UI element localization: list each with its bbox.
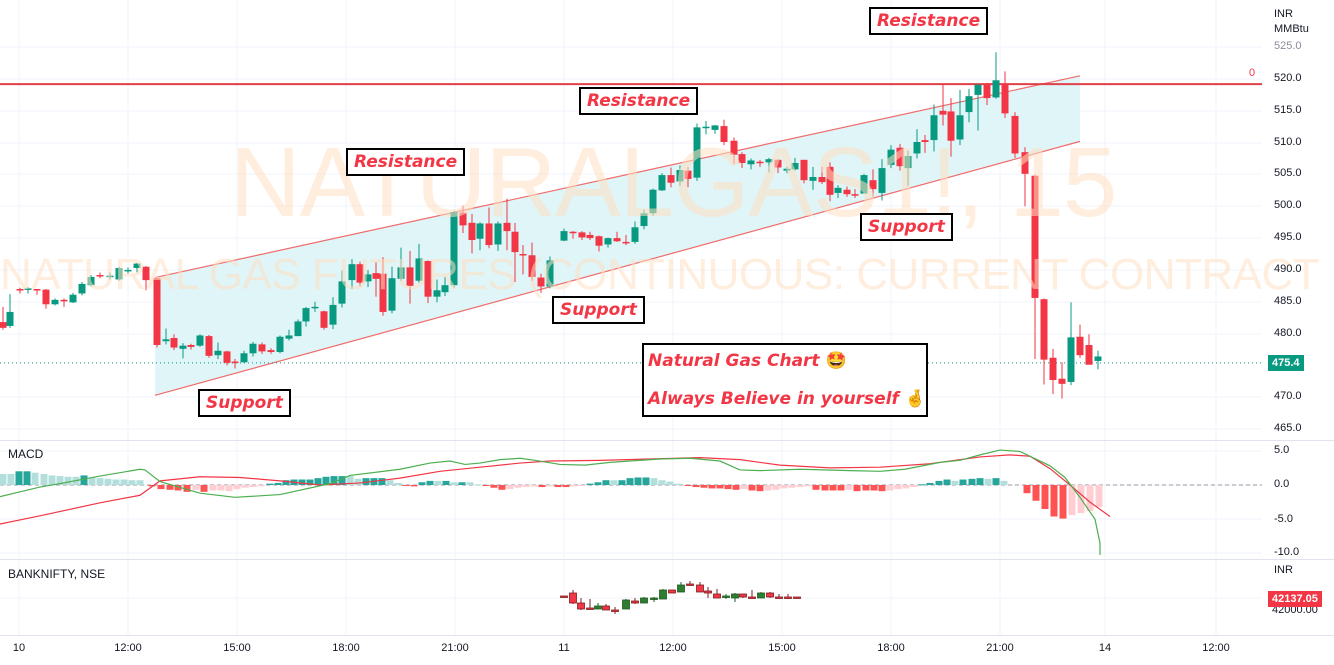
annotation-support[interactable]: Support: [198, 389, 291, 417]
price-tick: 470.0: [1274, 390, 1302, 402]
banknifty-currency: INR: [1274, 564, 1293, 576]
banknifty-axis[interactable]: INR 42000.00 42137.05: [1262, 560, 1334, 635]
time-tick: 15:00: [223, 642, 251, 654]
banknifty-pane-title[interactable]: BANKNIFTY, NSE: [8, 567, 106, 581]
macd-indicator: [0, 449, 1262, 555]
price-tick: 525.0: [1274, 40, 1302, 52]
note-annotation[interactable]: Natural Gas Chart 🤩 Always Believe in yo…: [642, 343, 928, 417]
time-tick: 21:00: [986, 642, 1014, 654]
star-struck-emoji-icon: 🤩: [825, 351, 847, 371]
note-line-1: Natural Gas Chart 🤩: [648, 347, 922, 375]
price-axis-currency: INR: [1274, 8, 1293, 20]
annotation-resistance[interactable]: Resistance: [579, 87, 699, 115]
note-motto: Always Believe in yourself: [648, 389, 899, 409]
time-tick: 14: [1098, 642, 1112, 654]
pane-separators[interactable]: [0, 440, 1334, 636]
annotation-support[interactable]: Support: [860, 213, 953, 241]
last-price-tag: 475.4: [1268, 355, 1304, 371]
price-tick: 505.0: [1274, 167, 1302, 179]
price-tick: 480.0: [1274, 327, 1302, 339]
time-tick: 15:00: [768, 642, 796, 654]
price-tick: 485.0: [1274, 295, 1302, 307]
price-tick: 515.0: [1274, 104, 1302, 116]
horizontal-line-label: 0: [1249, 67, 1256, 79]
time-tick: 11: [558, 642, 570, 654]
price-tick: 495.0: [1274, 231, 1302, 243]
macd-tick: 5.0: [1274, 444, 1290, 456]
macd-tick: -10.0: [1274, 546, 1300, 558]
time-tick: 12:00: [1202, 642, 1230, 654]
annotation-resistance[interactable]: Resistance: [869, 7, 989, 35]
annotation-resistance[interactable]: Resistance: [346, 148, 466, 176]
price-tick: 490.0: [1274, 263, 1302, 275]
banknifty-tick: 42000.00: [1272, 604, 1318, 616]
macd-pane-title[interactable]: MACD: [8, 447, 44, 461]
price-tick: 500.0: [1274, 199, 1302, 211]
time-tick: 18:00: [877, 642, 905, 654]
price-axis-unit: MMBtu: [1274, 23, 1309, 35]
macd-tick: -5.0: [1274, 513, 1293, 525]
crossed-fingers-emoji-icon: 🤞: [904, 389, 927, 409]
price-tick: 520.0: [1274, 72, 1302, 84]
macd-tick: 0.0: [1274, 478, 1290, 490]
time-tick: 18:00: [332, 642, 360, 654]
macd-axis[interactable]: 5.0 0.0 -5.0 -10.0: [1262, 440, 1334, 560]
banknifty-last-price-tag: 42137.05: [1268, 591, 1322, 607]
price-tick: 465.0: [1274, 422, 1302, 434]
price-tick: 510.0: [1274, 136, 1302, 148]
time-tick: 12:00: [114, 642, 142, 654]
time-tick: 12:00: [659, 642, 687, 654]
annotation-support[interactable]: Support: [552, 296, 645, 324]
price-axis[interactable]: INR MMBtu 525.0 520.0 515.0 510.0 505.0 …: [1262, 0, 1334, 440]
price-candles: [0, 52, 1102, 399]
note-title: Natural Gas Chart: [648, 351, 820, 371]
time-tick: 10: [12, 642, 26, 654]
banknifty-candles: [560, 581, 801, 614]
time-axis[interactable]: 10 12:00 15:00 18:00 21:00 11 12:00 15:0…: [0, 635, 1262, 665]
note-line-2: Always Believe in yourself 🤞: [648, 385, 926, 413]
time-tick: 21:00: [441, 642, 469, 654]
